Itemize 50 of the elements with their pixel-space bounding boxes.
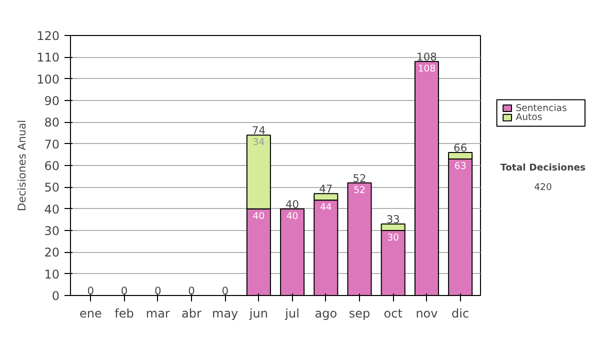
- legend-label: Sentencias: [516, 102, 568, 114]
- y-tick-label: 0: [52, 289, 60, 303]
- y-tick-label: 30: [44, 224, 60, 238]
- total-label: 47: [319, 182, 333, 196]
- total-label: 0: [87, 284, 94, 298]
- x-tick-label: jun: [248, 306, 268, 320]
- data-label: 108: [418, 64, 436, 74]
- text: Total Decisiones: [500, 162, 586, 174]
- data-label: 30: [387, 232, 400, 244]
- total-label: 0: [188, 284, 196, 298]
- x-tick-label: oct: [384, 306, 403, 320]
- x-tick-label: ene: [79, 306, 102, 320]
- total-label: 108: [416, 50, 438, 64]
- x-tick-label: abr: [182, 306, 202, 320]
- total-label: 66: [454, 142, 468, 154]
- y-tick-label: 20: [44, 246, 60, 260]
- y-tick-label: 60: [44, 159, 60, 173]
- x-tick-label: mar: [146, 306, 170, 320]
- y-tick-label: 80: [44, 116, 60, 130]
- x-tick-label: jul: [284, 306, 300, 320]
- y-tick-label: 90: [44, 94, 60, 108]
- x-tick-label: sep: [348, 306, 370, 320]
- total-label: 40: [286, 198, 300, 211]
- total-label: 52: [352, 172, 366, 185]
- x-tick-label: ago: [314, 306, 338, 320]
- data-label: 34: [252, 137, 265, 148]
- y-axis-title: Decisiones Anual: [16, 120, 29, 212]
- y-tick-label: 10: [44, 267, 60, 282]
- legend-label: Autos: [516, 112, 542, 124]
- total-label: 0: [154, 284, 162, 298]
- text: 420: [534, 182, 552, 194]
- y-tick-label: 120: [36, 29, 60, 43]
- x-tick-label: nov: [416, 306, 438, 320]
- y-tick-label: 40: [44, 202, 60, 216]
- y-tick-label: 70: [44, 137, 60, 152]
- total-label: 74: [252, 124, 266, 138]
- y-tick-label: 50: [44, 180, 60, 195]
- data-label: 52: [354, 184, 366, 196]
- data-label: 44: [320, 202, 332, 214]
- x-tick-label: dic: [452, 306, 470, 320]
- total-label: 33: [386, 213, 400, 226]
- data-label: 40: [252, 210, 265, 222]
- y-tick-label: 110: [36, 50, 60, 65]
- data-label: 40: [286, 210, 298, 222]
- y-tick-label: 100: [36, 72, 60, 86]
- total-label: 0: [222, 284, 229, 298]
- x-tick-label: feb: [114, 306, 134, 320]
- total-label: 0: [120, 284, 128, 298]
- x-tick-label: may: [212, 306, 238, 320]
- data-label: 63: [454, 161, 466, 172]
